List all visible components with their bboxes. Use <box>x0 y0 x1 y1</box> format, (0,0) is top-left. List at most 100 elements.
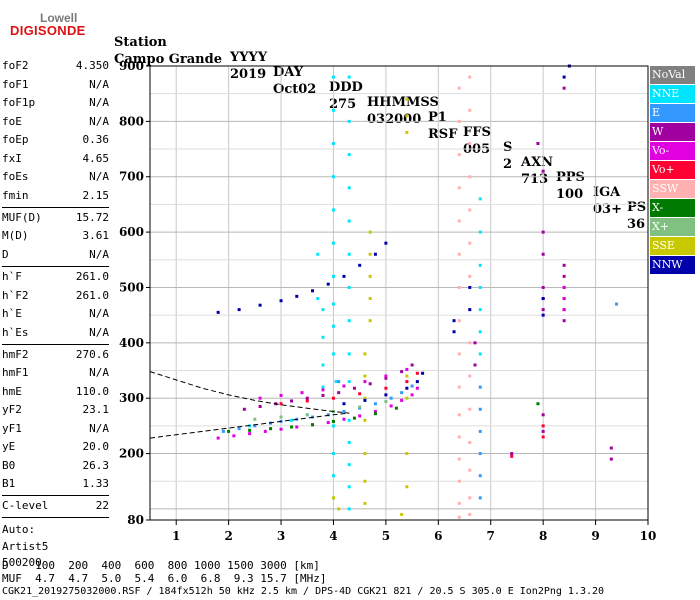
param-divider <box>2 266 109 267</box>
data-point <box>410 393 414 397</box>
header-ffs-label: FFS <box>463 125 491 140</box>
data-point <box>358 392 362 396</box>
data-point <box>347 186 351 190</box>
param-value: 22 <box>95 499 109 512</box>
param-value: N/A <box>89 326 109 339</box>
logo-digisonde-text: DIGISONDE <box>10 23 86 38</box>
data-point <box>457 252 461 256</box>
param-row: hmF1 N/A <box>2 366 109 382</box>
param-row: h`F2 261.0 <box>2 289 109 305</box>
footer-muf-row: MUF 4.7 4.7 5.0 5.4 6.0 6.8 9.3 15.7 [MH… <box>2 572 327 585</box>
data-point <box>457 219 461 223</box>
data-point <box>321 335 325 339</box>
data-point <box>457 319 461 323</box>
data-point <box>342 274 346 278</box>
param-row: B0 26.3 <box>2 459 109 475</box>
data-point <box>478 407 482 411</box>
data-point <box>326 421 330 425</box>
param-name: foF1p <box>2 96 36 109</box>
data-point <box>405 380 409 384</box>
data-point <box>468 142 472 146</box>
data-point <box>457 86 461 90</box>
data-point <box>373 252 377 256</box>
data-point <box>363 352 367 356</box>
data-point <box>609 457 613 461</box>
autoscale-line: Auto: <box>2 523 109 539</box>
header-day-label: DAY <box>273 65 303 80</box>
data-point <box>279 427 283 431</box>
data-point <box>389 404 393 408</box>
autoscale-program: Artist5 <box>2 540 49 553</box>
param-value: N/A <box>89 248 109 261</box>
data-point <box>510 454 514 458</box>
legend-item-nne: NNE <box>650 85 695 103</box>
param-value: N/A <box>89 307 109 320</box>
legend-label: W <box>652 125 664 138</box>
x-tick-label: 4 <box>329 529 337 543</box>
data-point <box>295 294 299 298</box>
data-point <box>347 285 351 289</box>
param-row: yF2 23.1 <box>2 403 109 419</box>
data-point <box>457 435 461 439</box>
legend-item-vo-minus: Vo- <box>650 142 695 160</box>
data-point <box>478 452 482 456</box>
data-point <box>468 468 472 472</box>
data-point <box>410 363 414 367</box>
data-point <box>347 418 351 422</box>
data-point <box>368 252 372 256</box>
data-point <box>321 388 325 392</box>
header-s-value: 2 <box>503 157 513 172</box>
data-point <box>384 376 388 380</box>
data-point <box>478 330 482 334</box>
data-point <box>347 507 351 511</box>
param-name: yF1 <box>2 422 22 435</box>
data-point <box>352 386 356 390</box>
data-point <box>468 241 472 245</box>
autoscale-version: 500200 <box>2 556 42 569</box>
data-point <box>279 299 283 303</box>
data-point <box>384 393 388 397</box>
header-p1-value: RSF <box>428 127 458 142</box>
x-tick-label: 8 <box>539 529 547 543</box>
data-point <box>331 419 335 423</box>
data-point <box>405 130 409 134</box>
data-point <box>347 440 351 444</box>
data-point <box>457 501 461 505</box>
param-value: 23.1 <box>82 403 110 416</box>
data-point <box>331 424 335 428</box>
data-point <box>363 418 367 422</box>
y-tick-label: 900 <box>119 59 144 73</box>
data-point <box>541 252 545 256</box>
data-point <box>347 153 351 157</box>
data-point <box>562 308 566 312</box>
param-name: h`E <box>2 307 22 320</box>
data-point <box>368 274 372 278</box>
data-point <box>347 380 351 384</box>
legend-item-noval: NoVal <box>650 66 695 84</box>
legend-label: Vo+ <box>652 163 675 176</box>
data-point <box>321 393 325 397</box>
legend-label: NoVal <box>652 68 686 81</box>
data-point <box>405 97 409 101</box>
data-point <box>400 370 404 374</box>
header-axn-value: 713 <box>521 172 549 187</box>
data-point <box>541 429 545 433</box>
y-tick-label: 500 <box>119 280 144 294</box>
data-point <box>421 371 425 375</box>
data-point <box>331 352 335 356</box>
param-value: 270.6 <box>75 348 109 361</box>
data-point <box>331 142 335 146</box>
legend-item-e: E <box>650 104 695 122</box>
data-point <box>290 418 294 422</box>
data-point <box>347 485 351 489</box>
data-point <box>468 75 472 79</box>
header-s-label: S <box>503 140 513 155</box>
param-divider <box>2 207 109 208</box>
data-point <box>478 496 482 500</box>
param-value: 110.0 <box>75 385 109 398</box>
data-point <box>334 380 338 384</box>
param-name: fxI <box>2 152 22 165</box>
data-point <box>347 75 351 79</box>
data-point <box>295 425 299 429</box>
y-tick-label: 200 <box>119 447 144 461</box>
